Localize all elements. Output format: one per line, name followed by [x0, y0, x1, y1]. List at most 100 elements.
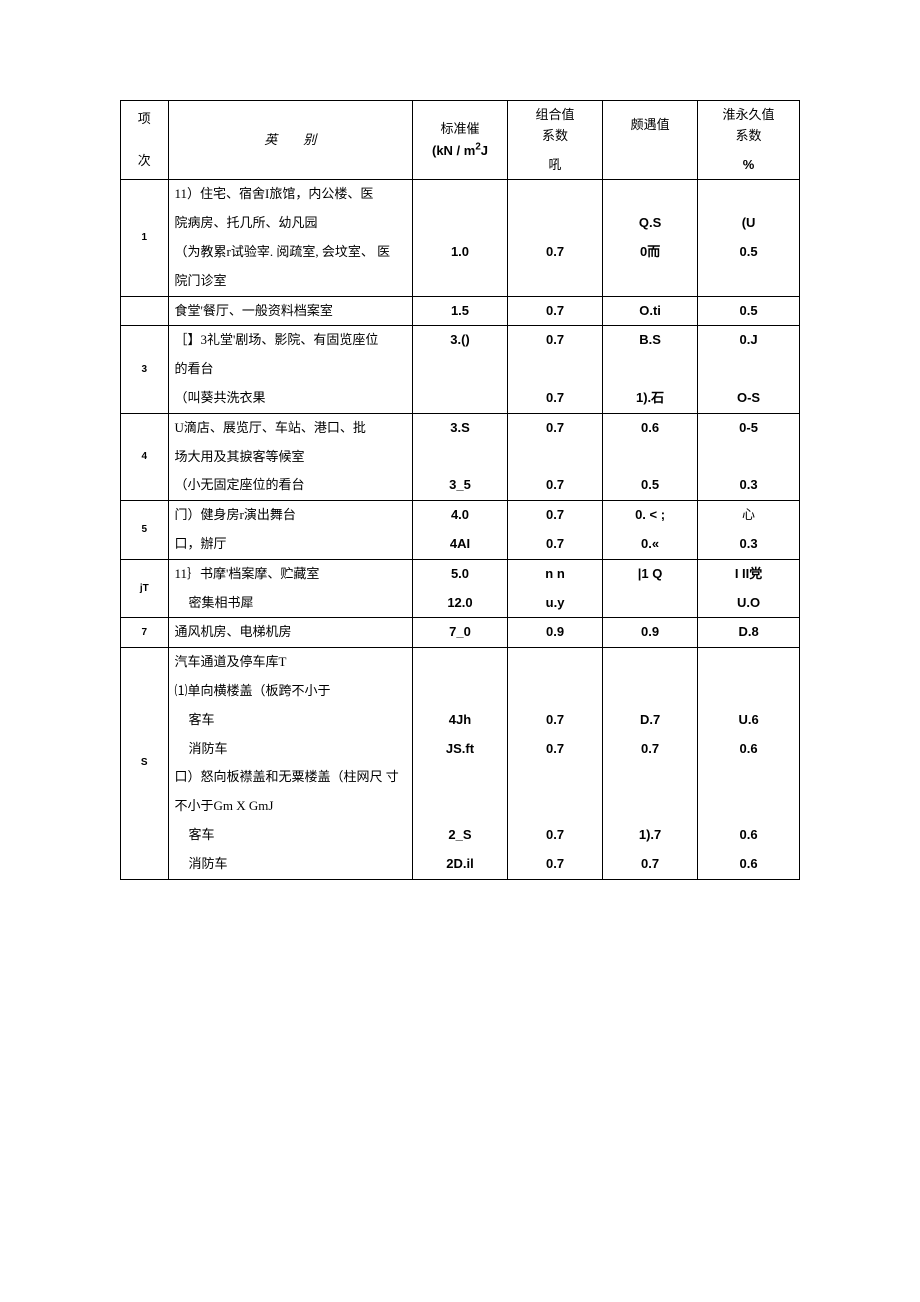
std-cell: 3_5 [412, 471, 507, 500]
row-index: 7 [121, 618, 169, 648]
table-row: 不小于Gm X GmJ [121, 792, 800, 821]
freq-cell: 0.6 [603, 413, 698, 442]
comb-cell: 0.7 [508, 821, 603, 850]
category-cell: 汽车通道及停车库T [168, 648, 412, 677]
freq-cell [603, 792, 698, 821]
std-cell: 3.S [412, 413, 507, 442]
freq-cell: 0而 [603, 238, 698, 267]
table-row: 消防车 JS.ft 0.7 0.7 0.6 [121, 735, 800, 764]
std-cell: 3.() [412, 326, 507, 355]
hdr-index: 项 次 [121, 101, 169, 180]
std-cell: JS.ft [412, 735, 507, 764]
table-row: 院门诊室 [121, 267, 800, 296]
std-cell: 4Jh [412, 706, 507, 735]
table-row: 3 ［】3礼堂'剧场、影院、有固览座位 3.() 0.7 B.S 0.J [121, 326, 800, 355]
comb-cell: 0.9 [508, 618, 603, 648]
freq-cell: O.ti [603, 296, 698, 326]
perm-cell: D.8 [698, 618, 800, 648]
freq-cell [603, 763, 698, 792]
comb-cell [508, 267, 603, 296]
perm-cell: 0.6 [698, 850, 800, 879]
comb-cell [508, 677, 603, 706]
perm-cell: 0.5 [698, 238, 800, 267]
freq-cell [603, 589, 698, 618]
comb-cell: 0.7 [508, 326, 603, 355]
std-cell: 5.0 [412, 559, 507, 588]
freq-cell: 0.9 [603, 618, 698, 648]
comb-cell: n n [508, 559, 603, 588]
table-row: 消防车 2D.il 0.7 0.7 0.6 [121, 850, 800, 879]
hdr-permanent: 淮永久值 系数 [698, 101, 800, 151]
perm-cell: 0-5 [698, 413, 800, 442]
std-cell: 4.0 [412, 501, 507, 530]
freq-cell [603, 267, 698, 296]
row-index: 4 [121, 413, 169, 500]
perm-cell: 0.3 [698, 471, 800, 500]
row-index [121, 296, 169, 326]
std-cell [412, 648, 507, 677]
comb-cell: 0.7 [508, 471, 603, 500]
category-cell: 通风机房、电梯机房 [168, 618, 412, 648]
comb-cell [508, 763, 603, 792]
hdr-comb-sym: 吼 [508, 151, 603, 180]
perm-cell: U.O [698, 589, 800, 618]
comb-cell [508, 443, 603, 472]
category-cell: 口，辦厅 [168, 530, 412, 559]
freq-cell: 0. < ; [603, 501, 698, 530]
category-cell: U滴店、展览厅、车站、港口、批 [168, 413, 412, 442]
category-cell: 食堂'餐厅、一般资料档案室 [168, 296, 412, 326]
freq-cell: |1 Q [603, 559, 698, 588]
table-row: 院病房、托几所、幼凡园 Q.S (U [121, 209, 800, 238]
perm-cell [698, 267, 800, 296]
std-cell: 2_S [412, 821, 507, 850]
freq-cell: B.S [603, 326, 698, 355]
category-cell: （小无固定座位的看台 [168, 471, 412, 500]
row-index: 5 [121, 501, 169, 560]
category-cell: ［】3礼堂'剧场、影院、有固览座位 [168, 326, 412, 355]
perm-cell: 0.J [698, 326, 800, 355]
table-row: 客车 2_S 0.7 1).7 0.6 [121, 821, 800, 850]
perm-cell: I II党 [698, 559, 800, 588]
freq-cell [603, 180, 698, 209]
freq-cell: 0.7 [603, 850, 698, 879]
table-row: （叫葵共洗衣果 0.7 1).石 O-S [121, 384, 800, 413]
std-cell: 4AI [412, 530, 507, 559]
comb-cell [508, 355, 603, 384]
std-cell [412, 355, 507, 384]
comb-cell: u.y [508, 589, 603, 618]
table-row: 4 U滴店、展览厅、车站、港口、批 3.S 0.7 0.6 0-5 [121, 413, 800, 442]
category-cell: 院门诊室 [168, 267, 412, 296]
comb-cell: 0.7 [508, 850, 603, 879]
category-cell: 门）健身房r演出舞台 [168, 501, 412, 530]
std-cell: 1.5 [412, 296, 507, 326]
table-row: jT 11｝书摩'档案摩、贮藏室 5.0 n n |1 Q I II党 [121, 559, 800, 588]
std-cell [412, 792, 507, 821]
std-cell [412, 180, 507, 209]
category-cell: 口）怒向板襟盖和无粟楼盖（柱网尺 寸 [168, 763, 412, 792]
perm-cell: U.6 [698, 706, 800, 735]
row-index: 3 [121, 326, 169, 413]
table-row: S 汽车通道及停车库T [121, 648, 800, 677]
std-cell [412, 677, 507, 706]
perm-cell [698, 443, 800, 472]
table-row: 场大用及其捩客等候室 [121, 443, 800, 472]
perm-cell: 0.6 [698, 735, 800, 764]
comb-cell: 0.7 [508, 296, 603, 326]
perm-cell [698, 180, 800, 209]
table-row: 的看台 [121, 355, 800, 384]
freq-cell: 0.« [603, 530, 698, 559]
table-row: 1 11）住宅、宿舍I旅馆，内公楼、医 [121, 180, 800, 209]
category-cell: 11）住宅、宿舍I旅馆，内公楼、医 [168, 180, 412, 209]
perm-cell [698, 355, 800, 384]
hdr-category: 英 别 [168, 101, 412, 180]
category-cell: 不小于Gm X GmJ [168, 792, 412, 821]
category-cell: 客车 [168, 821, 412, 850]
table-row: ⑴单向横楼盖（板跨不小于 [121, 677, 800, 706]
table-row: 客车 4Jh 0.7 D.7 U.6 [121, 706, 800, 735]
row-index: jT [121, 559, 169, 618]
perm-cell: (U [698, 209, 800, 238]
hdr-standard: 标准催 (kN / m2J [412, 101, 507, 180]
freq-cell: 0.7 [603, 735, 698, 764]
table-row: （为教累r试验宰. 阅疏室, 会坟室、 医 1.0 0.7 0而 0.5 [121, 238, 800, 267]
std-cell [412, 443, 507, 472]
